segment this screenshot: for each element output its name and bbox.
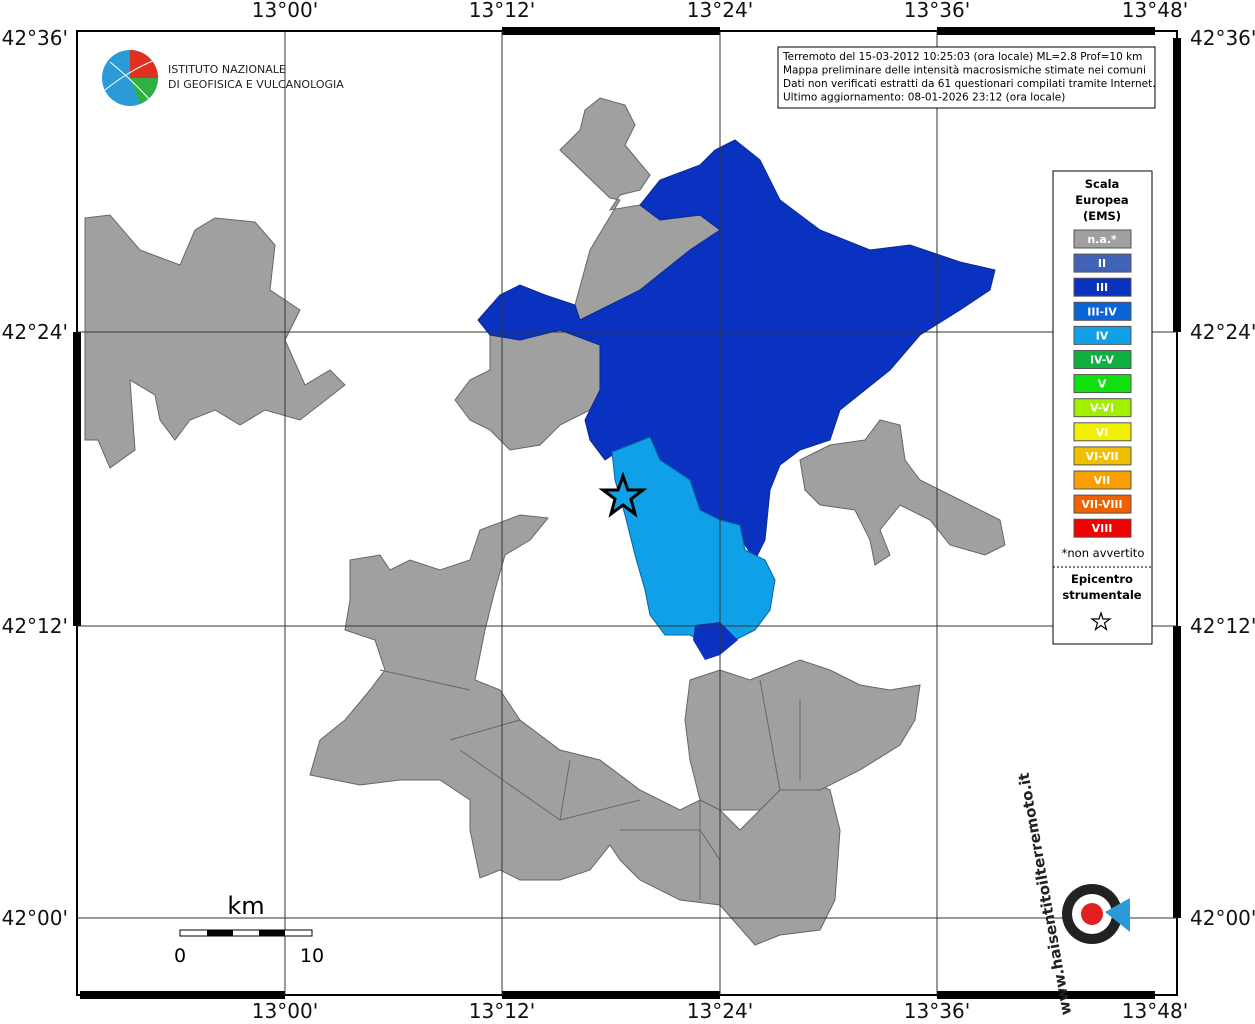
legend-label: VI: [1096, 426, 1109, 439]
longitude-label: 13°48': [1122, 999, 1188, 1023]
scale-bar: [179, 929, 313, 937]
scale-unit: km: [227, 892, 264, 920]
legend-swatch: [1073, 277, 1132, 297]
latitude-label: 42°12': [1190, 614, 1255, 638]
longitude-label: 13°00': [252, 0, 318, 22]
legend-swatch: [1073, 325, 1132, 345]
longitude-label: 13°24': [687, 0, 753, 22]
scale-label: 0: [174, 945, 186, 967]
logo-text: DI GEOFISICA E VULCANOLOGIA: [168, 78, 344, 91]
info-line: Mappa preliminare delle intensità macros…: [783, 65, 1146, 77]
legend-title: Scala: [1085, 177, 1120, 191]
legend-swatch: [1073, 350, 1132, 369]
municipalities: [84, 97, 1006, 946]
latitude-label: 42°24': [2, 320, 68, 344]
legend-swatch: [1073, 518, 1132, 538]
longitude-label: 13°12': [469, 0, 535, 22]
legend-label: n.a.*: [1087, 233, 1117, 246]
latitude-label: 42°00': [2, 906, 68, 930]
legend-swatch: [1073, 446, 1132, 466]
scale-label: 10: [300, 945, 324, 967]
legend-swatch: [1073, 253, 1132, 273]
legend-label: V-VI: [1090, 402, 1114, 415]
legend-label: II: [1098, 257, 1106, 270]
legend-label: III: [1096, 281, 1108, 294]
longitude-label: 13°12': [469, 999, 535, 1023]
longitude-label: 13°24': [687, 999, 753, 1023]
legend-star: [1090, 611, 1112, 632]
legend-label: VIII: [1092, 522, 1113, 535]
longitude-label: 13°36': [904, 0, 970, 22]
legend-label: IV-V: [1090, 354, 1115, 367]
legend-label: V: [1098, 378, 1107, 391]
epicenter-star: [598, 471, 648, 518]
longitude-label: 13°36': [904, 999, 970, 1023]
legend-title: (EMS): [1083, 209, 1121, 223]
legend-swatch: [1073, 229, 1132, 249]
intensity-iv-area: [611, 436, 776, 646]
legend-swatch: [1073, 494, 1132, 514]
info-box: [777, 46, 1156, 109]
info-line: Dati non verificati estratti da 61 quest…: [783, 78, 1156, 90]
latitude-label: 42°36': [2, 26, 68, 50]
watermark-logo: [1062, 884, 1130, 944]
legend-title: Europea: [1075, 193, 1128, 207]
longitude-label: 13°00': [252, 999, 318, 1023]
longitude-label: 13°48': [1122, 0, 1188, 22]
legend-epicenter: Epicentro: [1071, 572, 1133, 586]
latitude-label: 42°24': [1190, 320, 1255, 344]
legend-label: VI-VII: [1085, 450, 1118, 463]
info-line: Terremoto del 15-03-2012 10:25:03 (ora l…: [782, 51, 1142, 63]
intensity-iii-area: [693, 622, 738, 660]
legend-swatch: [1073, 398, 1132, 418]
legend-swatch: [1073, 470, 1132, 490]
latitude-label: 42°36': [1190, 26, 1255, 50]
legend-label: VII-VIII: [1081, 498, 1122, 511]
legend-swatch: [1073, 301, 1132, 321]
legend-epicenter: strumentale: [1062, 588, 1141, 602]
legend-note: *non avvertito: [1062, 546, 1145, 560]
graticule: [77, 31, 1177, 995]
legend-label: VII: [1094, 474, 1111, 487]
latitude-label: 42°12': [2, 614, 68, 638]
ingv-logo: ISTITUTO NAZIONALE DI GEOFISICA E VULCAN…: [102, 50, 344, 106]
legend-label: III-IV: [1087, 305, 1117, 318]
latitude-label: 42°00': [1190, 906, 1255, 930]
legend-swatch: [1073, 422, 1132, 442]
info-line: Ultimo aggiornamento: 08-01-2026 23:12 (…: [783, 92, 1065, 104]
legend-swatch: [1073, 374, 1132, 394]
logo-text: ISTITUTO NAZIONALE: [168, 63, 286, 76]
legend-label: IV: [1096, 329, 1109, 342]
